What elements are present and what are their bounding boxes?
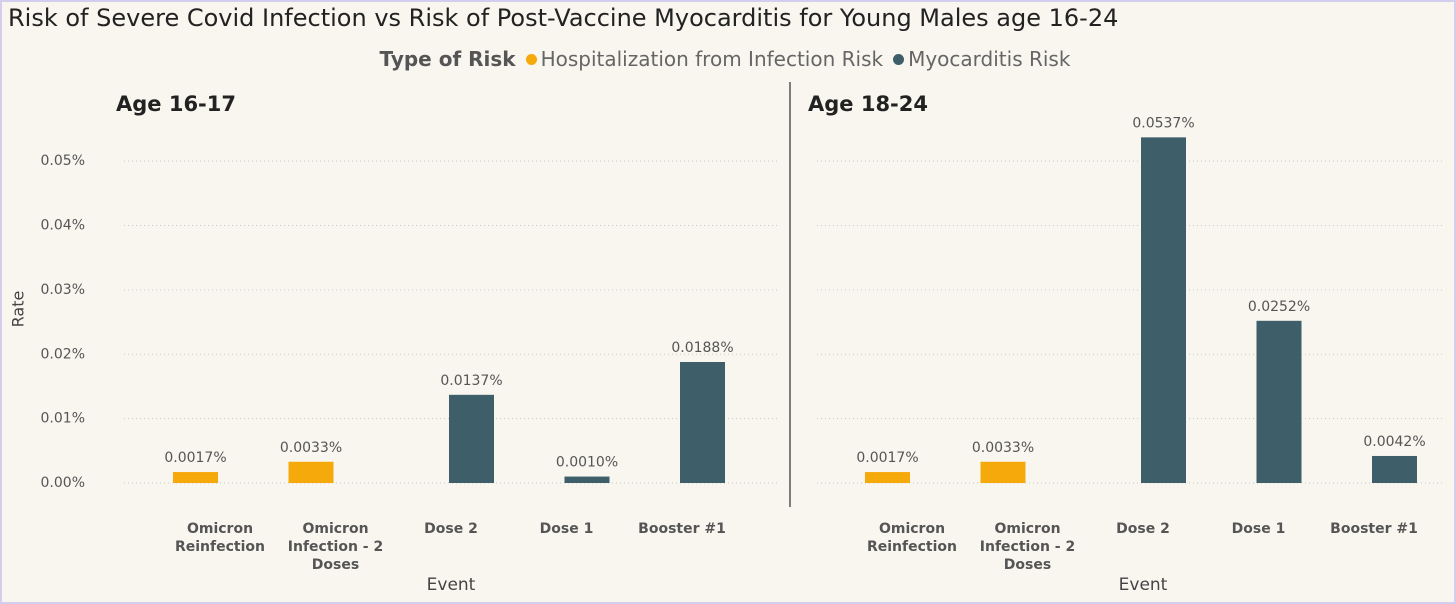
data-label: 0.0017% [856,450,918,466]
y-tick-label: 0.01% [41,411,85,427]
legend: Type of Risk Hospitalization from Infect… [2,47,1456,71]
x-tick-label: Omicron Infection - 2 Doses [287,521,384,573]
x-axis-label: Event [426,575,476,595]
bar [449,394,494,483]
x-tick-label: Booster #1 [638,521,726,537]
y-tick-label: 0.00% [41,475,85,491]
bar [865,472,910,483]
y-tick-label: 0.05% [41,153,85,169]
bar [1372,455,1417,483]
x-axis-label: Event [1118,575,1168,595]
legend-item: Myocarditis Risk [893,47,1070,71]
bar [680,361,725,483]
y-tick-label: 0.03% [41,282,85,298]
data-label: 0.0042% [1363,434,1425,450]
x-tick-label: Dose 2 [424,521,478,537]
panel-title: Age 16-17 [116,92,237,116]
legend-marker [525,53,537,65]
y-tick-label: 0.04% [41,218,85,234]
data-label: 0.0137% [440,373,502,389]
legend-label: Hospitalization from Infection Risk [540,47,884,71]
x-tick-label: Omicron Reinfection [174,521,265,555]
legend-item: Hospitalization from Infection Risk [525,47,884,71]
x-tick-label: Dose 1 [1231,521,1286,537]
legend-marker [893,53,905,65]
bar [173,472,218,483]
x-tick-label: Dose 1 [539,521,594,537]
x-tick-label: Dose 2 [1116,521,1170,537]
data-label: 0.0537% [1132,115,1194,131]
legend-label: Myocarditis Risk [908,47,1071,71]
y-tick-label: 0.02% [41,346,85,362]
bar [980,461,1026,483]
x-tick-label: Booster #1 [1330,521,1418,537]
y-axis-label: Rate [9,291,28,328]
legend-title: Type of Risk [379,47,516,71]
data-label: 0.0188% [671,340,733,356]
x-tick-label: Omicron Infection - 2 Doses [979,521,1076,573]
bar [288,461,334,483]
bar [1141,137,1186,483]
data-label: 0.0033% [280,440,342,456]
x-tick-label: Omicron Reinfection [866,521,957,555]
data-label: 0.0252% [1248,299,1310,315]
data-label: 0.0010% [556,455,618,471]
data-label: 0.0017% [164,450,226,466]
chart-title: Risk of Severe Covid Infection vs Risk o… [8,4,1119,32]
data-label: 0.0033% [972,440,1034,456]
panel-title: Age 18-24 [808,92,929,116]
bar [564,476,610,483]
bar [1256,320,1302,483]
